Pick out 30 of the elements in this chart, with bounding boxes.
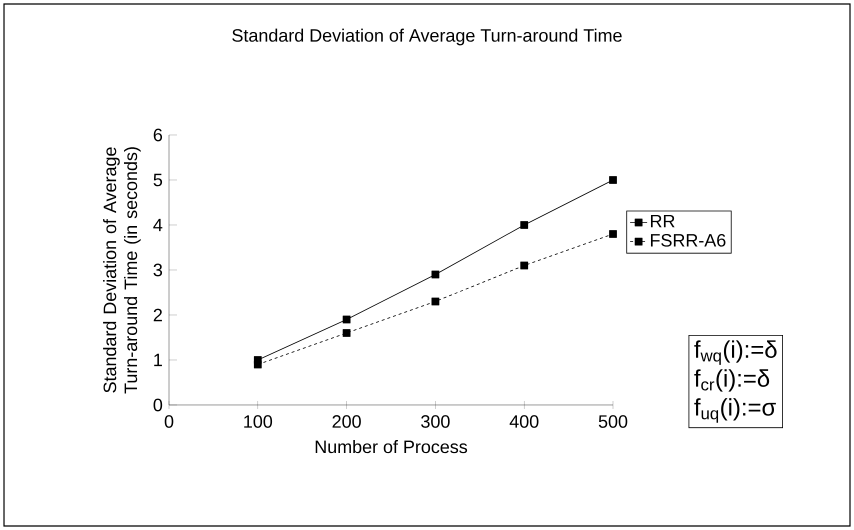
- y-axis-title: Standard Deviation of Average Turn-around Time (in seconds): [103, 147, 141, 394]
- point: [609, 176, 617, 184]
- x-tick-label: 500: [598, 415, 628, 428]
- point: [342, 329, 351, 337]
- y-tick-label: 5: [154, 174, 162, 186]
- chart-title: Standard Deviation of Average Turn-around Time: [232, 28, 622, 46]
- text: f$_{wq}$(i):=δ: [694, 340, 777, 365]
- x-tick-label: 100: [244, 415, 272, 428]
- y-tick-label: 0: [154, 398, 162, 412]
- point: [254, 360, 262, 368]
- x-axis-title: Number of Process: [316, 440, 468, 454]
- text: f$_{cr}$(i):=δ: [694, 369, 770, 392]
- point: [520, 221, 528, 229]
- legend-label: RR: [650, 214, 675, 228]
- point: [432, 298, 440, 306]
- x-tick-label: 200: [332, 415, 361, 428]
- y-tick-label: 3: [154, 264, 162, 276]
- point: [609, 230, 617, 238]
- x-tick-label: 300: [421, 415, 450, 428]
- point: [342, 316, 351, 324]
- y-tick-label: 4: [153, 218, 162, 232]
- point: [432, 270, 440, 278]
- y-tick-label: 2: [154, 308, 162, 322]
- text: f$_{uq}$(i):=σ: [694, 398, 776, 423]
- y-tick-label: 1: [154, 354, 162, 366]
- x-tick-label: 0: [164, 415, 174, 428]
- y-tick-label: 6: [154, 128, 162, 142]
- x-tick-label: 400: [510, 415, 538, 428]
- point: [520, 262, 528, 270]
- legend-label: FSRR-A6: [650, 234, 726, 247]
